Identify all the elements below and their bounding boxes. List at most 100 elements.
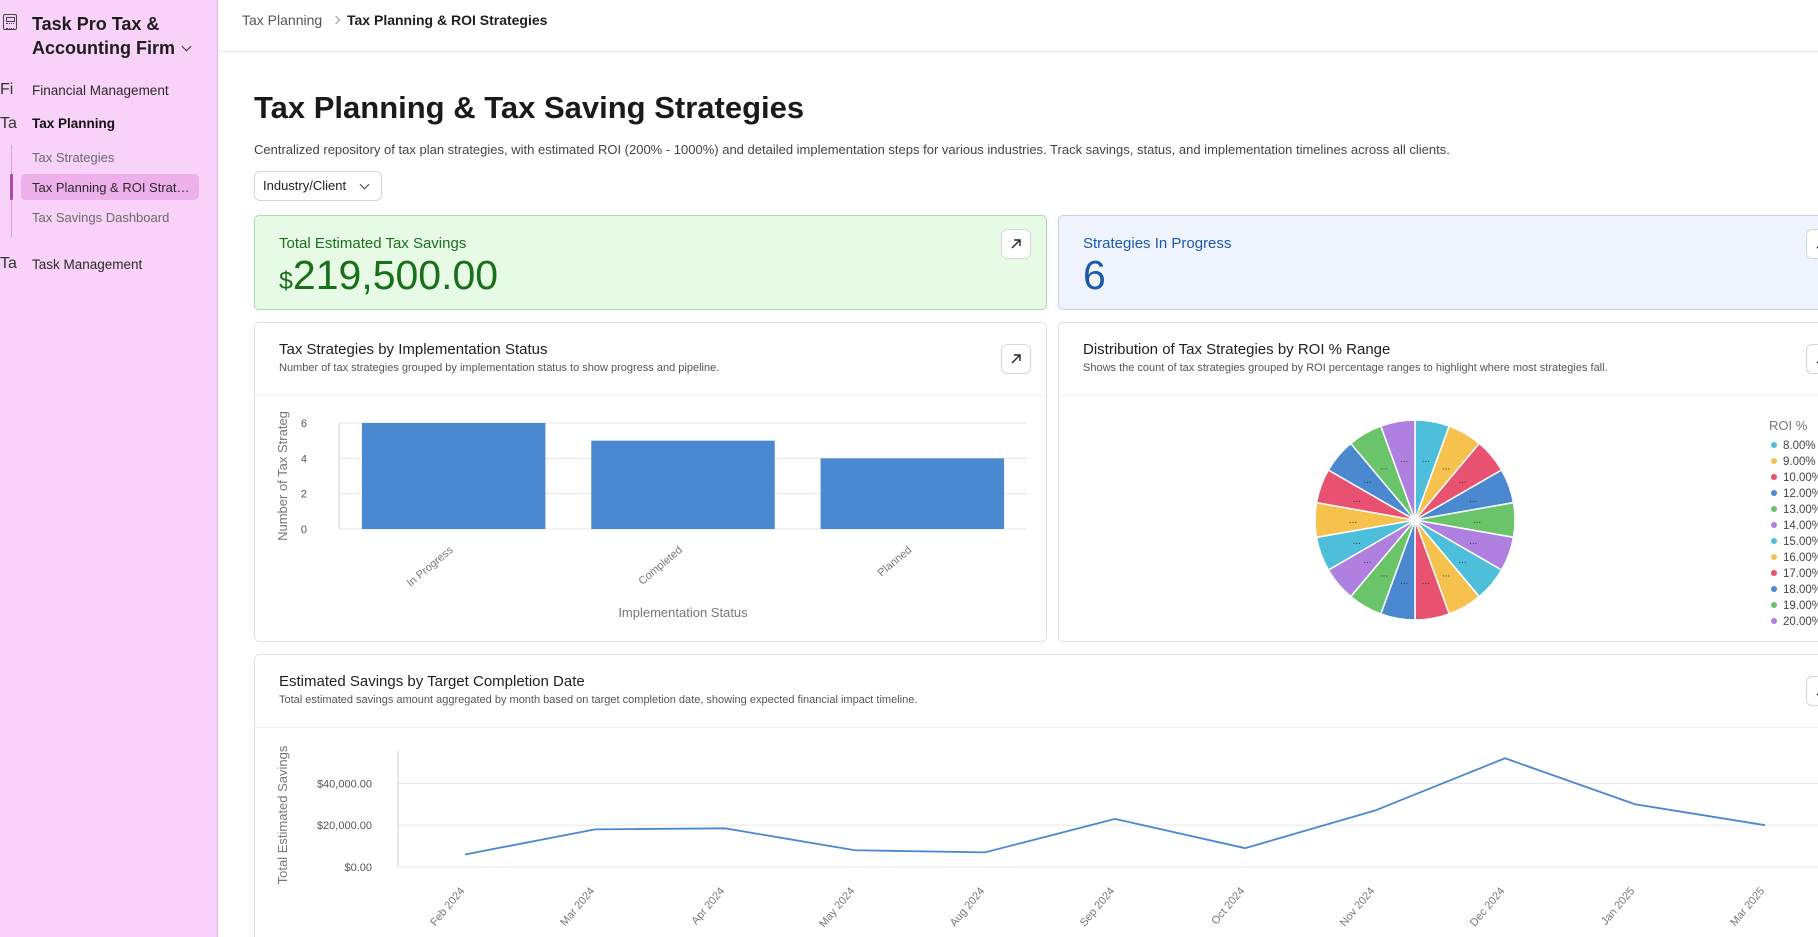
x-tick-label: Sep 2024 [1078, 885, 1117, 929]
legend-swatch [1771, 554, 1777, 560]
x-tick-label: Nov 2024 [1338, 885, 1377, 929]
pie-slice-label: ... [1458, 475, 1466, 486]
sidebar-item-tax-planning[interactable]: Tax Planning [32, 116, 116, 131]
pie-slice-label: ... [1400, 576, 1408, 587]
legend-item: 9.00% [1783, 456, 1816, 468]
legend-swatch [1771, 522, 1777, 528]
expand-button[interactable] [1001, 344, 1031, 374]
expand-button[interactable] [1806, 344, 1818, 374]
chart-subtitle: Number of tax strategies grouped by impl… [279, 362, 720, 374]
x-tick-label: Mar 2025 [1728, 885, 1767, 928]
legend-item: 16.00% [1783, 552, 1818, 564]
calculator-icon [3, 14, 17, 30]
chart-title: Distribution of Tax Strategies by ROI % … [1083, 341, 1391, 358]
chart-title: Tax Strategies by Implementation Status [279, 341, 548, 358]
top-bar: Tax Planning Tax Planning & ROI Strategi… [218, 0, 1818, 52]
legend-item: 13.00% [1783, 504, 1818, 516]
sidebar-subitem-tax-planning-roi[interactable]: Tax Planning & ROI Strategies [32, 180, 192, 195]
y-tick-label: $40,000.00 [317, 778, 372, 790]
x-tick-label: Mar 2024 [558, 885, 597, 928]
active-item-highlight [21, 174, 199, 200]
x-tick-label: Oct 2024 [1209, 885, 1247, 927]
legend-swatch [1771, 490, 1777, 496]
pie-slice-label: ... [1363, 475, 1371, 486]
kpi-value: $219,500.00 [279, 251, 498, 305]
pie-slice-label: ... [1380, 461, 1388, 472]
x-tick-label: Dec 2024 [1468, 885, 1507, 929]
chevron-down-icon [359, 179, 370, 190]
nav-abbr-tax: Ta [0, 115, 17, 132]
chart-subtitle: Shows the count of tax strategies groupe… [1083, 362, 1608, 374]
legend-item: 10.00% [1783, 472, 1818, 484]
chart-title: Estimated Savings by Target Completion D… [279, 673, 585, 690]
expand-button[interactable] [1806, 229, 1818, 259]
pie-slice-label: ... [1442, 461, 1450, 472]
pie-slice-label: ... [1349, 515, 1357, 526]
y-tick-label: 4 [301, 453, 307, 465]
workspace-switcher[interactable]: Task Pro Tax & Accounting Firm [0, 10, 218, 60]
x-tick-label: Apr 2024 [689, 885, 727, 927]
bar [820, 458, 1005, 529]
card-divider [255, 395, 1046, 396]
y-tick-label: $0.00 [344, 862, 372, 874]
kpi-card-in-progress: Strategies In Progress 6 [1058, 215, 1818, 310]
expand-button[interactable] [1806, 676, 1818, 706]
kpi-card-total-savings: Total Estimated Tax Savings $219,500.00 [254, 215, 1047, 310]
arrow-up-right-icon [1011, 239, 1021, 249]
chart-card-implementation-status: Tax Strategies by Implementation Status … [254, 322, 1047, 642]
pie-slice-label: ... [1422, 454, 1430, 465]
legend-item: 17.00% [1783, 568, 1818, 580]
pie-chart: ........................................… [1314, 418, 1818, 628]
kpi-label: Strategies In Progress [1083, 235, 1232, 252]
sidebar-item-task-management[interactable]: Task Management [32, 257, 143, 272]
nav-abbr-financial: Fi [0, 81, 14, 98]
legend-swatch [1771, 570, 1777, 576]
legend-item: 14.00% [1783, 520, 1818, 532]
breadcrumb-parent[interactable]: Tax Planning [242, 12, 323, 28]
chart-card-savings-timeline: Estimated Savings by Target Completion D… [254, 654, 1818, 937]
sidebar: Task Pro Tax & Accounting Firm Fi Financ… [0, 0, 218, 937]
bar [361, 423, 546, 529]
page-description: Centralized repository of tax plan strat… [254, 142, 1450, 157]
expand-button[interactable] [1001, 229, 1031, 259]
pie-slice-label: ... [1473, 515, 1481, 526]
legend-swatch [1771, 474, 1777, 480]
kpi-label: Total Estimated Tax Savings [279, 235, 467, 252]
chevron-down-icon [181, 41, 192, 52]
pie-slice-label: ... [1353, 494, 1361, 505]
pie-slice-label: ... [1380, 569, 1388, 580]
line-series [464, 757, 1766, 856]
legend-swatch [1771, 586, 1777, 592]
card-divider [1059, 395, 1818, 396]
pie-slice-label: ... [1458, 555, 1466, 566]
x-tick-label: Jan 2025 [1599, 885, 1637, 927]
legend-swatch [1771, 442, 1777, 448]
legend-title: ROI % [1769, 418, 1808, 433]
bar [591, 440, 775, 529]
arrow-up-right-icon [1011, 354, 1021, 364]
legend-item: 15.00% [1783, 536, 1818, 548]
legend-swatch [1771, 458, 1777, 464]
legend-item: 12.00% [1783, 488, 1818, 500]
pie-slice-label: ... [1353, 536, 1361, 547]
x-axis-title: Implementation Status [618, 605, 748, 620]
sidebar-subitem-tax-savings-dashboard[interactable]: Tax Savings Dashboard [32, 210, 170, 225]
filter-label: Industry/Client [263, 178, 347, 193]
pie-slice-label: ... [1469, 536, 1477, 547]
x-tick-label: In Progress [405, 544, 456, 590]
legend-swatch [1771, 506, 1777, 512]
x-tick-label: Planned [876, 544, 915, 579]
pie-slice-label: ... [1469, 494, 1477, 505]
legend-swatch [1771, 602, 1777, 608]
industry-client-filter[interactable]: Industry/Client [254, 171, 382, 201]
legend-swatch [1771, 618, 1777, 624]
breadcrumb-current: Tax Planning & ROI Strategies [347, 12, 548, 28]
sidebar-item-financial-management[interactable]: Financial Management [32, 83, 169, 98]
x-tick-label: Aug 2024 [948, 885, 987, 929]
y-tick-label: 0 [301, 524, 307, 536]
active-indicator [10, 174, 13, 200]
x-tick-label: Feb 2024 [428, 885, 467, 928]
sidebar-subitem-tax-strategies[interactable]: Tax Strategies [32, 150, 115, 165]
pie-slice-label: ... [1422, 576, 1430, 587]
legend-item: 20.00% [1783, 616, 1818, 628]
